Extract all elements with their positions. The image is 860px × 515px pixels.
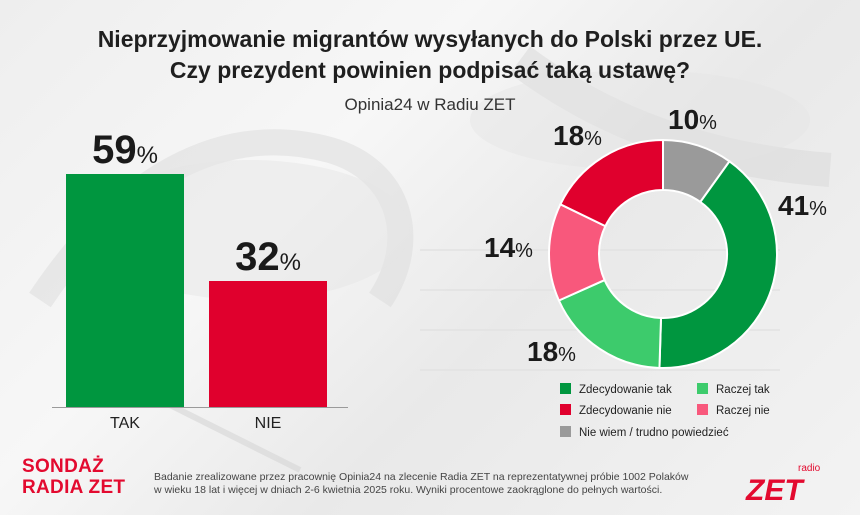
percent-sign: % [558,344,576,366]
bar-tak [66,174,184,407]
legend-label: Zdecydowanie nie [579,405,672,417]
sondaz-radia-zet-logo: SONDAŻ RADIA ZET [22,456,125,498]
legend-item-zdecydowanie-nie: Zdecydowanie nie [560,404,672,417]
slice-value: 41 [778,190,810,221]
title-line-1: Nieprzyjmowanie migrantów wysyłanych do … [97,26,763,52]
bar-value-number: 32 [235,234,280,279]
legend-item-zdecydowanie-tak: Zdecydowanie tak [560,383,672,396]
legend-swatch [560,383,571,394]
methodology-footnote: Badanie zrealizowane przez pracownię Opi… [154,471,729,497]
percent-sign: % [699,112,717,134]
legend-swatch [560,404,571,415]
legend-swatch [560,426,571,437]
percent-sign: % [136,142,158,169]
bar-baseline [52,407,348,408]
logo-radio-text: radio [798,463,821,474]
footnote-line-1: Badanie zrealizowane przez pracownię Opi… [154,471,689,483]
legend-swatch [697,383,708,394]
slice-label-raczej-tak: 18% [527,336,576,368]
legend-label: Nie wiem / trudno powiedzieć [579,427,729,439]
legend-label: Raczej tak [716,384,770,396]
footnote-line-2: w wieku 18 lat i więcej w dniach 2-6 kwi… [154,484,663,496]
percent-sign: % [809,198,827,220]
legend-item-raczej-tak: Raczej tak [697,383,770,396]
logo-line-2: RADIA ZET [22,477,126,498]
slice-label-zdecydowanie-tak: 41% [778,190,827,222]
bar-value-label-tak: 59% [66,130,184,176]
bar-value-number: 59 [92,128,137,172]
legend-label: Raczej nie [716,405,770,417]
bar-nie [209,280,327,407]
slice-value: 14 [484,232,516,263]
bar-category-label-nie: NIE [254,415,282,432]
logo-zet-text: ZET [745,474,805,504]
donut-slice-zdecydowanie-tak [658,159,778,369]
slice-label-nie-wiem: 10% [668,104,717,136]
percent-sign: % [279,248,301,276]
slice-label-zdecydowanie-nie: 18% [553,120,602,152]
legend-item-raczej-nie: Raczej nie [697,404,770,417]
chart-subtitle: Opinia24 w Radiu ZET [344,95,516,114]
slice-label-raczej-nie: 14% [484,232,533,264]
donut-slice-zdecydowanie-nie [559,138,664,228]
legend-item-nie-wiem: Nie wiem / trudno powiedzieć [560,426,729,439]
radio-zet-logo: radio ZET [745,463,821,504]
bar-category-label-tak: TAK [110,415,140,432]
slice-value: 18 [527,336,559,367]
slice-value: 18 [553,120,585,151]
percent-sign: % [584,128,602,150]
logo-line-1: SONDAŻ [22,456,105,477]
legend-label: Zdecydowanie tak [579,384,672,396]
bar-value-label-nie: 32% [209,237,327,283]
legend-swatch [697,404,708,415]
title-line-2: Czy prezydent powinien podpisać taką ust… [169,57,691,83]
chart-title: Nieprzyjmowanie migrantów wysyłanych do … [0,24,860,86]
percent-sign: % [515,240,533,262]
slice-value: 10 [668,104,700,135]
